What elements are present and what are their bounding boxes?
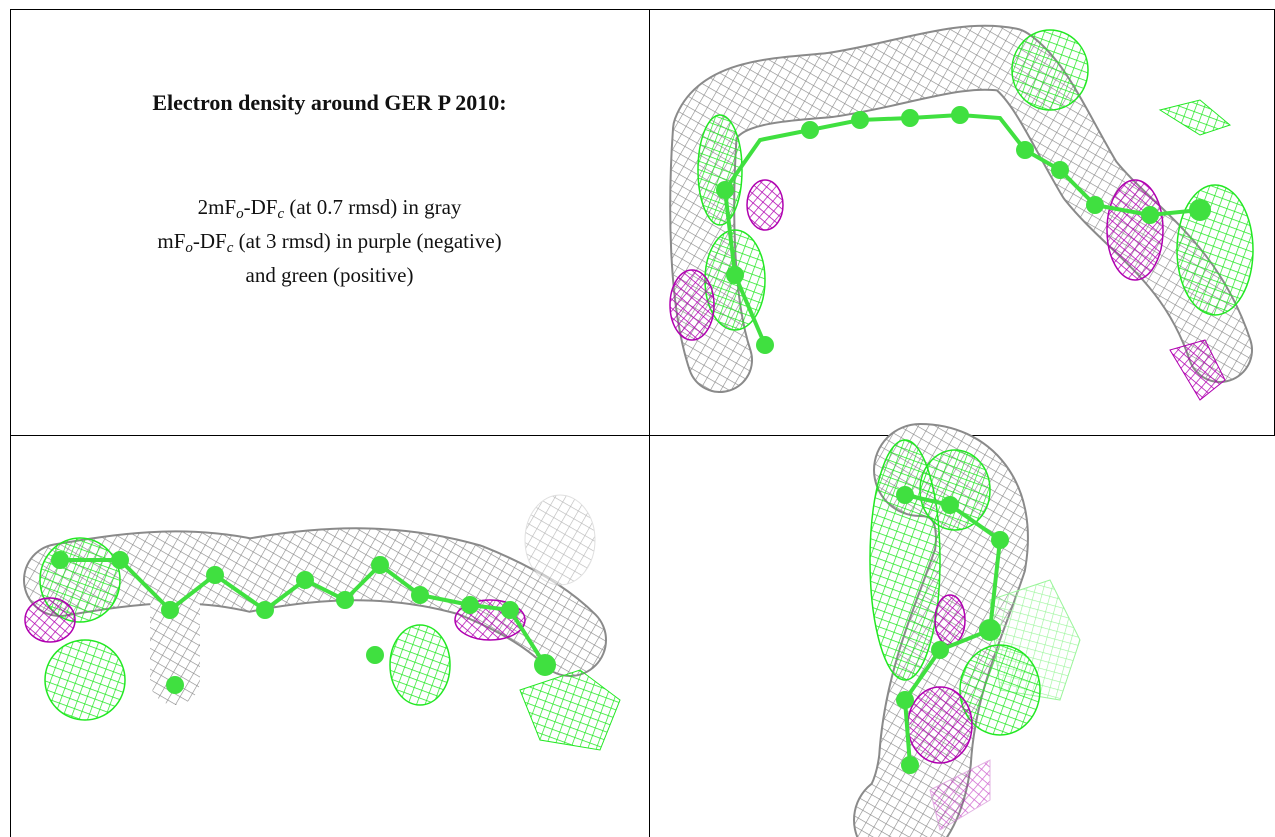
caption: Electron density around GER P 2010: 2mFo… bbox=[11, 90, 648, 292]
caption-text: -DF bbox=[244, 195, 278, 219]
caption-line: mFo-DFc (at 3 rmsd) in purple (negative) bbox=[11, 224, 648, 258]
caption-title: Electron density around GER P 2010: bbox=[11, 90, 648, 116]
density-view-2 bbox=[25, 495, 620, 750]
subscript: o bbox=[236, 206, 244, 222]
caption-line: and green (positive) bbox=[11, 258, 648, 292]
caption-text: (at 0.7 rmsd) in gray bbox=[284, 195, 461, 219]
caption-text: mF bbox=[157, 229, 185, 253]
subscript: o bbox=[185, 240, 193, 256]
page: Electron density around GER P 2010: 2mFo… bbox=[0, 0, 1275, 837]
density-view-3 bbox=[870, 440, 1080, 830]
caption-text: 2mF bbox=[198, 195, 237, 219]
caption-text: and green (positive) bbox=[246, 263, 414, 287]
caption-text: (at 3 rmsd) in purple (negative) bbox=[233, 229, 501, 253]
caption-line: 2mFo-DFc (at 0.7 rmsd) in gray bbox=[11, 190, 648, 224]
caption-text: -DF bbox=[193, 229, 227, 253]
density-view-1 bbox=[670, 30, 1253, 400]
